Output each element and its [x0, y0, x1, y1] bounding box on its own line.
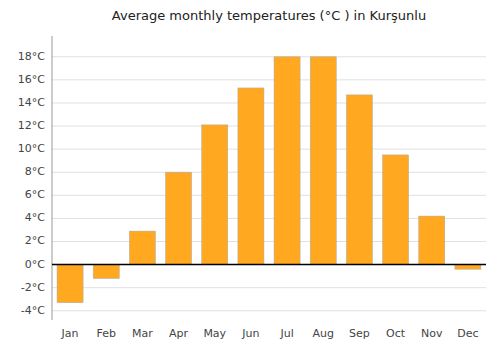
x-tick-label: Jan: [61, 327, 79, 340]
y-tick-label: 14°C: [18, 96, 45, 109]
y-tick-label: 12°C: [18, 119, 45, 132]
y-tick-label: -2°C: [21, 281, 45, 294]
chart-svg: Average monthly temperatures (°C ) in Ku…: [0, 0, 500, 350]
y-tick-label: 2°C: [25, 234, 45, 247]
bars: [57, 57, 481, 303]
x-tick-label: May: [203, 327, 226, 340]
grid-line: [52, 102, 486, 103]
bar: [383, 155, 409, 265]
title: Average monthly temperatures (°C ) in Ku…: [112, 8, 426, 23]
bar: [274, 57, 300, 265]
y-axis-line: [52, 36, 53, 320]
bar: [93, 265, 119, 279]
zero-line: [52, 264, 486, 266]
grid-line: [52, 172, 486, 173]
bar: [346, 95, 372, 265]
bar: [202, 125, 228, 265]
bar: [238, 88, 264, 265]
x-tick-label: Apr: [169, 327, 189, 340]
bar: [419, 216, 445, 264]
x-tick-label: Feb: [97, 327, 116, 340]
grid-line: [52, 56, 486, 57]
bar: [129, 231, 155, 264]
x-tick-label: Nov: [421, 327, 443, 340]
grid-line: [52, 264, 486, 265]
grid-line: [52, 195, 486, 196]
y-tick-label: 0°C: [25, 258, 45, 271]
grid-line: [52, 287, 486, 288]
y-tick-label: 4°C: [25, 211, 45, 224]
grid-line: [52, 126, 486, 127]
grid-line: [52, 149, 486, 150]
grid-line: [52, 79, 486, 80]
y-tick-label: -4°C: [21, 304, 45, 317]
bar: [166, 172, 192, 264]
x-tick-label: Sep: [349, 327, 370, 340]
x-tick-label: Aug: [313, 327, 334, 340]
x-tick-label: Jul: [279, 327, 293, 340]
y-tick-label: 6°C: [25, 188, 45, 201]
bar: [310, 57, 336, 265]
x-tick-label: Jun: [241, 327, 259, 340]
y-tick-label: 10°C: [18, 142, 45, 155]
x-tick-label: Mar: [132, 327, 153, 340]
x-tick-label: Oct: [386, 327, 406, 340]
y-tick-label: 18°C: [18, 50, 45, 63]
grid: [52, 57, 486, 311]
x-tick-label: Dec: [457, 327, 478, 340]
chart-container: Average monthly temperatures (°C ) in Ku…: [0, 0, 500, 350]
y-tick-label: 16°C: [18, 73, 45, 86]
y-tick-label: 8°C: [25, 165, 45, 178]
bar: [57, 265, 83, 303]
grid-line: [52, 310, 486, 311]
